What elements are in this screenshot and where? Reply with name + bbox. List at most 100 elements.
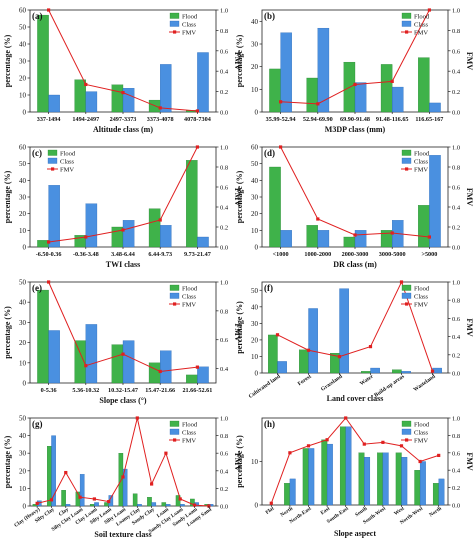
y-tick-label: 30 <box>251 194 259 202</box>
y-tick-label: 40 <box>251 303 259 311</box>
y-tick-label: 50 <box>19 415 27 423</box>
x-axis-title: Altitude class (m) <box>93 125 153 134</box>
flood-bar <box>418 205 430 248</box>
legend-fmv-label: FMV <box>182 302 196 309</box>
x-tick-label: 35.99-52.94 <box>266 116 296 123</box>
y2-tick-label: 0.8 <box>220 433 228 440</box>
fmv-point <box>192 503 197 507</box>
legend-flood-swatch <box>169 420 180 427</box>
class-bar <box>277 361 287 374</box>
class-bar <box>401 371 411 374</box>
y-tick-label: 40 <box>19 299 27 307</box>
flood-bar <box>302 448 309 506</box>
y-tick-label: 30 <box>251 320 259 328</box>
y2-tick-label: 1.0 <box>220 8 228 15</box>
class-bar <box>180 504 185 507</box>
y-tick-label: 0 <box>255 244 259 252</box>
legend-flood-swatch <box>401 420 412 427</box>
fmv-point <box>84 235 88 239</box>
flood-bar <box>358 452 365 506</box>
x-tick-label: 1494-2497 <box>72 116 99 123</box>
y2-tick-label: 0.6 <box>220 451 229 458</box>
class-bar <box>280 32 292 113</box>
y-axis-title: percentage (%) <box>3 34 12 87</box>
y-tick-label: 30 <box>19 58 27 66</box>
legend-flood-swatch <box>401 12 412 19</box>
x-tick-label: 9.73-21.47 <box>184 251 211 258</box>
x-tick-label: Wasteland <box>413 373 438 393</box>
class-bar <box>401 456 408 506</box>
y2-tick-label: 0.2 <box>452 485 460 492</box>
y-tick-label: 20 <box>19 210 27 218</box>
flood-bar <box>148 362 161 384</box>
y2-tick-label: 0.0 <box>220 245 228 252</box>
x-tick-label: -0.36-3.48 <box>73 251 99 258</box>
legend-class-label: Class <box>414 430 429 437</box>
flood-bar <box>89 504 95 507</box>
y-axis-title: percentage (%) <box>235 170 244 223</box>
y-tick-label: 40 <box>19 177 27 185</box>
class-bar <box>317 230 330 248</box>
fmv-point <box>158 218 162 222</box>
x-tick-label: 1000-2000 <box>304 251 331 258</box>
x-tick-label: >5000 <box>421 251 437 258</box>
fmv-point <box>306 348 311 352</box>
y2-tick-label: 0.4 <box>452 334 461 341</box>
y-tick-label: 10 <box>19 92 27 100</box>
fmv-point <box>399 280 404 284</box>
class-bar <box>392 86 404 113</box>
flood-bar <box>61 490 66 507</box>
fmv-point <box>390 79 394 83</box>
y-tick-label: 60 <box>19 144 27 152</box>
x-tick-label: Water <box>359 373 375 387</box>
legend-fmv-label: FMV <box>60 167 74 174</box>
flood-bar <box>111 344 124 384</box>
y-tick-label: 40 <box>251 177 259 185</box>
legend-flood-swatch <box>401 149 412 156</box>
legend-fmv-label: FMV <box>182 438 196 445</box>
x-tick-label: Clay <box>58 507 70 518</box>
class-bar <box>419 461 426 506</box>
fmv-point <box>47 8 51 12</box>
class-bar <box>85 91 98 113</box>
x-tick-label: 6.44-9.73 <box>148 251 172 258</box>
flood-bar <box>37 14 49 113</box>
flood-bar <box>343 236 356 248</box>
y2-axis-title: FMV <box>233 453 242 471</box>
class-bar <box>85 203 98 248</box>
fmv-point <box>35 501 39 505</box>
y2-tick-label: 0.2 <box>452 89 460 96</box>
fmv-point <box>121 228 125 232</box>
class-bar <box>79 474 85 507</box>
y-tick-label: 10 <box>251 458 259 466</box>
flood-bar <box>186 160 198 248</box>
y-tick-label: 20 <box>19 75 27 83</box>
panel-label: (e) <box>32 283 42 293</box>
y2-tick-label: 0.4 <box>220 205 229 212</box>
flood-bar <box>321 439 328 506</box>
y2-tick-label: 0.2 <box>220 225 228 232</box>
legend-fmv-marker <box>51 167 55 171</box>
fmv-point <box>399 444 404 448</box>
y-tick-label: 50 <box>19 279 27 287</box>
y2-tick-label: 0.4 <box>452 468 461 475</box>
class-bar <box>48 330 60 384</box>
fmv-point <box>121 91 125 95</box>
y2-axis-title: FMV <box>233 323 242 341</box>
legend-class-label: Class <box>182 430 197 437</box>
y2-tick-label: 0.4 <box>220 69 229 76</box>
y2-tick-label: 0.2 <box>452 225 460 232</box>
y2-tick-label: 0.2 <box>452 352 460 359</box>
y2-tick-label: 0.2 <box>220 486 228 493</box>
legend-fmv-label: FMV <box>414 302 428 309</box>
y2-tick-label: 0.6 <box>220 185 229 192</box>
legend-flood-label: Flood <box>182 286 198 293</box>
chart-panel-1: 0 10 20 30 40 50 60 0.0 0.2 0.4 0.6 0.8 1.0 337-1494 1… <box>3 7 242 135</box>
y-tick-label: 0 <box>23 503 27 511</box>
y-tick-label: 60 <box>251 144 259 152</box>
legend-flood-swatch <box>169 12 180 19</box>
x-axis-title: Land cover class <box>327 394 384 403</box>
legend-fmv-marker <box>405 30 409 34</box>
